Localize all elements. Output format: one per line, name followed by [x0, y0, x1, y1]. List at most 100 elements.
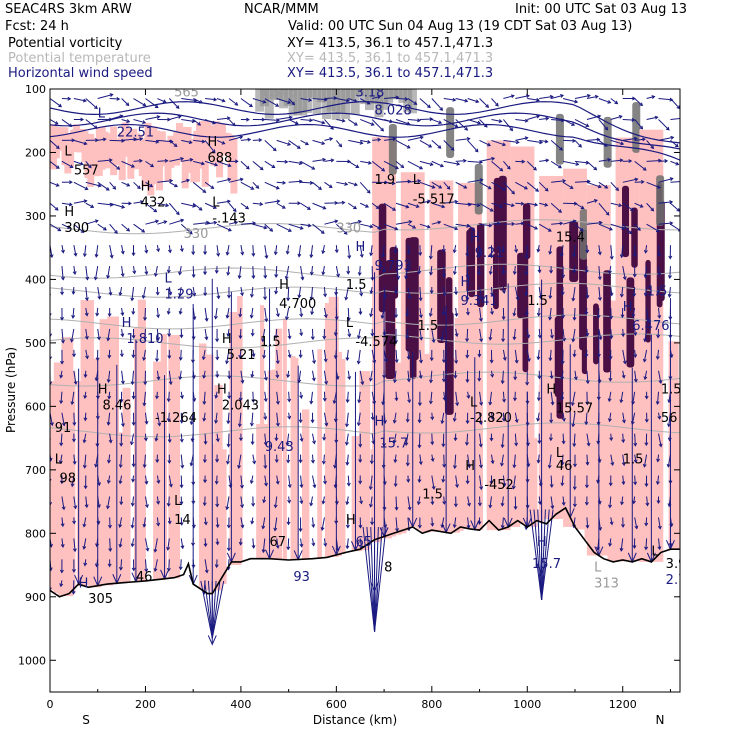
wind-vector-head	[561, 440, 566, 445]
wind-vector-head	[156, 376, 161, 381]
wind-vector	[562, 220, 576, 225]
wind-vector	[203, 412, 206, 421]
wind-vector	[312, 118, 325, 124]
wind-vector	[50, 160, 60, 169]
wind-vector	[634, 517, 638, 529]
pv-gray-shade	[474, 163, 483, 215]
contour-label: L	[165, 272, 173, 287]
wind-vector-head	[347, 255, 352, 260]
field-name-pv: Potential vorticity	[8, 36, 123, 51]
wind-vector-head	[298, 459, 303, 464]
contour-label: H	[98, 383, 108, 398]
wind-vector	[479, 391, 482, 405]
wind-vector	[526, 181, 539, 192]
wind-vector-head	[607, 157, 612, 162]
pv-gray-shade	[384, 89, 394, 103]
y-axis-label: Pressure (hPa)	[4, 347, 18, 433]
wind-vector-head	[536, 114, 541, 119]
wind-vector	[539, 159, 549, 162]
wind-vector	[119, 286, 123, 296]
wind-vector-head	[369, 252, 374, 257]
wind-vector-head	[203, 521, 208, 526]
wind-vector	[120, 559, 123, 570]
wind-vector	[336, 98, 350, 102]
wind-vector	[443, 286, 446, 296]
wind-vector-head	[179, 501, 184, 506]
wind-vector	[633, 496, 636, 504]
wind-vector	[479, 139, 491, 147]
wind-vector	[168, 559, 170, 571]
wind-vector	[288, 496, 290, 503]
wind-vector	[371, 433, 375, 444]
wind-vector-head	[188, 230, 193, 235]
wind-vector-head	[575, 162, 580, 166]
wind-vector-head	[346, 270, 351, 275]
wind-vector-head	[203, 479, 208, 484]
wind-vector-head	[621, 374, 626, 379]
wind-vector	[514, 245, 517, 253]
wind-vector	[144, 496, 148, 508]
wind-vector-head	[500, 380, 505, 385]
wind-vector-head	[572, 269, 577, 274]
contour-label: 1.5	[260, 335, 281, 350]
wind-vector-head	[404, 442, 409, 447]
wind-vector	[323, 412, 328, 426]
wind-vector	[502, 517, 504, 528]
wind-vector	[228, 202, 237, 212]
wind-vector	[395, 349, 398, 363]
wind-vector-head	[644, 395, 649, 400]
y-tick-label: 900	[25, 591, 46, 604]
wind-vector-head	[204, 336, 209, 341]
x-end-label-south: S	[82, 713, 90, 727]
wind-vector	[466, 328, 469, 342]
wind-vector	[431, 202, 445, 208]
wind-vector	[133, 201, 144, 204]
wind-vector-head	[584, 311, 589, 316]
contour-label: H	[122, 316, 132, 331]
wind-vector	[574, 223, 584, 232]
wind-vector-head	[655, 401, 660, 405]
wind-vector-head	[483, 123, 488, 128]
wind-vector-head	[214, 480, 219, 485]
wind-vector-head	[511, 190, 515, 195]
wind-vector-head	[83, 562, 88, 567]
contour-label: 1.5	[422, 487, 443, 502]
wind-vector-head	[441, 359, 446, 364]
wind-vector	[538, 496, 541, 505]
wind-vector-head	[309, 118, 313, 123]
wind-vector-head	[561, 118, 565, 123]
wind-vector-head	[488, 504, 493, 509]
pv-gray-shade	[288, 89, 298, 116]
wind-vector-head	[380, 127, 385, 132]
wind-vector	[71, 475, 75, 487]
pv-shade-cell	[193, 130, 201, 182]
wind-vector	[83, 517, 87, 527]
contour-label: 5.21	[227, 348, 256, 363]
wind-vector-head	[227, 177, 232, 182]
wind-vector-head	[105, 187, 110, 191]
wind-vector	[240, 222, 256, 225]
wind-vector	[644, 266, 648, 278]
wind-vector-head	[72, 461, 77, 465]
wind-vector	[384, 138, 396, 141]
wind-vector-head	[526, 358, 531, 363]
wind-vector	[586, 181, 602, 188]
wind-vector	[85, 98, 98, 109]
wind-vector-head	[495, 102, 499, 107]
wind-vector	[228, 136, 243, 141]
wind-vector-head	[657, 415, 662, 420]
wind-vector	[467, 496, 470, 506]
wind-vector-head	[644, 418, 649, 423]
wind-vector	[179, 370, 182, 380]
downdraft-fan	[211, 580, 225, 639]
wind-vector-head	[310, 311, 315, 316]
wind-vector-head	[357, 272, 362, 277]
wind-vector-head	[442, 273, 447, 278]
pv-shade-cell	[275, 328, 283, 560]
wind-vector	[121, 412, 124, 427]
wind-vector	[262, 538, 266, 553]
wind-vector-head	[429, 271, 433, 276]
wind-vector-head	[610, 462, 615, 466]
wind-vector-head	[656, 253, 661, 258]
wind-vector	[431, 221, 441, 225]
